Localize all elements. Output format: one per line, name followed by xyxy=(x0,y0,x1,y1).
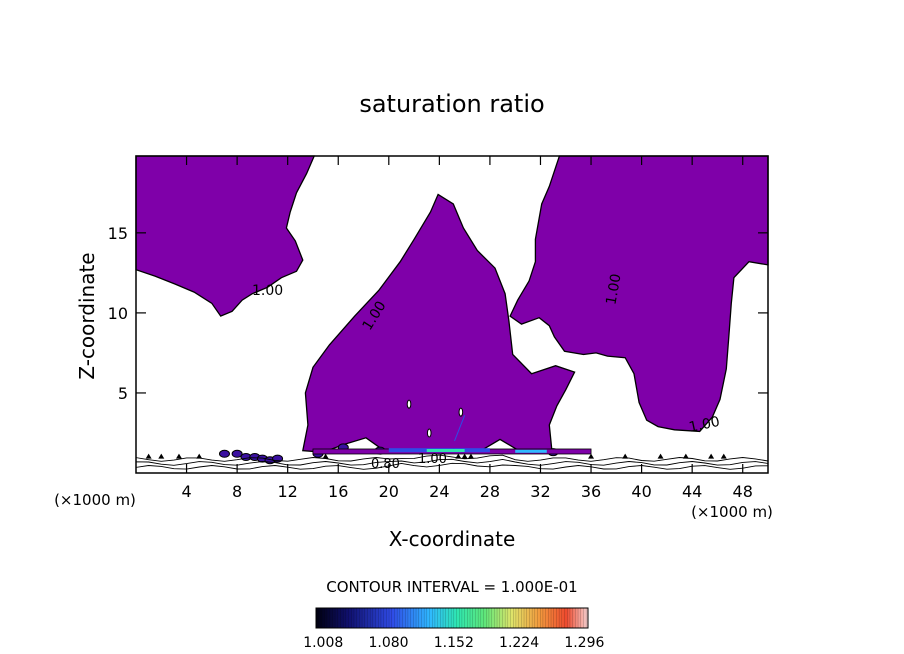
surface-contour xyxy=(135,458,769,466)
colorbar-labels: 1.008 1.080 1.152 1.224 1.296 xyxy=(303,635,604,651)
surface-marker xyxy=(145,453,152,459)
x-tick-label: 28 xyxy=(480,482,500,501)
surface-marker xyxy=(657,453,664,459)
region-central xyxy=(302,193,576,453)
contour-label: 1.00 xyxy=(688,414,722,436)
surface-marker xyxy=(708,453,715,459)
saturated-regions xyxy=(135,155,769,453)
colorbar-label: 1.008 xyxy=(303,635,343,651)
x-tick-label: 32 xyxy=(530,482,550,501)
cloud-cell xyxy=(218,449,230,458)
colorbar-label: 1.224 xyxy=(499,635,539,651)
x-tick-label: 24 xyxy=(429,482,449,501)
contour-label: 1.00 xyxy=(603,273,624,306)
colorbar-frame xyxy=(315,607,589,629)
y-axis-label: Z-coordinate xyxy=(75,252,99,379)
y-tick-label: 5 xyxy=(118,384,128,403)
y-tick-label: 10 xyxy=(108,304,128,323)
contour-interval: CONTOUR INTERVAL = 1.000E-01 xyxy=(326,578,577,596)
surface-contour xyxy=(135,454,769,462)
x-tick-label: 4 xyxy=(181,482,191,501)
cloud-cell xyxy=(231,449,243,458)
x-ticks: 4 8 12 16 20 24 28 32 36 40 44 48 xyxy=(181,156,753,501)
colorbar xyxy=(315,607,589,629)
clear-pocket xyxy=(426,428,432,438)
x-tick-label: 12 xyxy=(278,482,298,501)
colorbar-label: 1.152 xyxy=(434,635,474,651)
y-ticks: 5 10 15 xyxy=(108,224,768,403)
region-upper-left xyxy=(135,155,316,317)
surface-marker xyxy=(322,453,329,459)
x-unit-label-left: (×1000 m) xyxy=(54,491,136,509)
surface-marker xyxy=(175,453,182,459)
surface-contour xyxy=(135,462,769,470)
surface-marker xyxy=(455,453,462,459)
x-tick-label: 48 xyxy=(733,482,753,501)
chart-title: saturation ratio xyxy=(359,90,544,118)
x-tick-label: 8 xyxy=(232,482,242,501)
contour-label: 1.00 xyxy=(252,283,283,299)
x-axis-label: X-coordinate xyxy=(389,527,516,551)
contour-label: 1.00 xyxy=(418,452,447,467)
plot-frame xyxy=(135,155,769,474)
colorbar-label: 1.080 xyxy=(368,635,408,651)
x-tick-label: 36 xyxy=(581,482,601,501)
y-tick-label: 15 xyxy=(108,224,128,243)
x-unit-label-right: (×1000 m) xyxy=(691,503,773,521)
clear-pocket xyxy=(458,407,464,417)
x-tick-label: 20 xyxy=(379,482,399,501)
surface-marker xyxy=(682,453,689,459)
peak-ratio-band xyxy=(426,448,465,452)
surface-marker xyxy=(467,453,474,459)
region-upper-right xyxy=(509,155,769,433)
surface-marker xyxy=(622,453,629,459)
surface-marker xyxy=(196,453,203,459)
surface-marker xyxy=(720,453,727,459)
x-tick-label: 40 xyxy=(631,482,651,501)
colorbar-label: 1.296 xyxy=(564,635,604,651)
surface-marker xyxy=(588,453,595,459)
high-ratio-band-right xyxy=(515,449,547,453)
colorbar-bands xyxy=(316,608,588,628)
clear-pocket xyxy=(406,399,412,409)
low-level-detail xyxy=(135,399,769,470)
contour-line xyxy=(454,415,466,442)
surface-marker xyxy=(158,453,165,459)
x-tick-label: 44 xyxy=(682,482,702,501)
surface-marker xyxy=(461,453,468,459)
contour-label: 0.80 xyxy=(371,457,400,472)
x-tick-label: 16 xyxy=(328,482,348,501)
